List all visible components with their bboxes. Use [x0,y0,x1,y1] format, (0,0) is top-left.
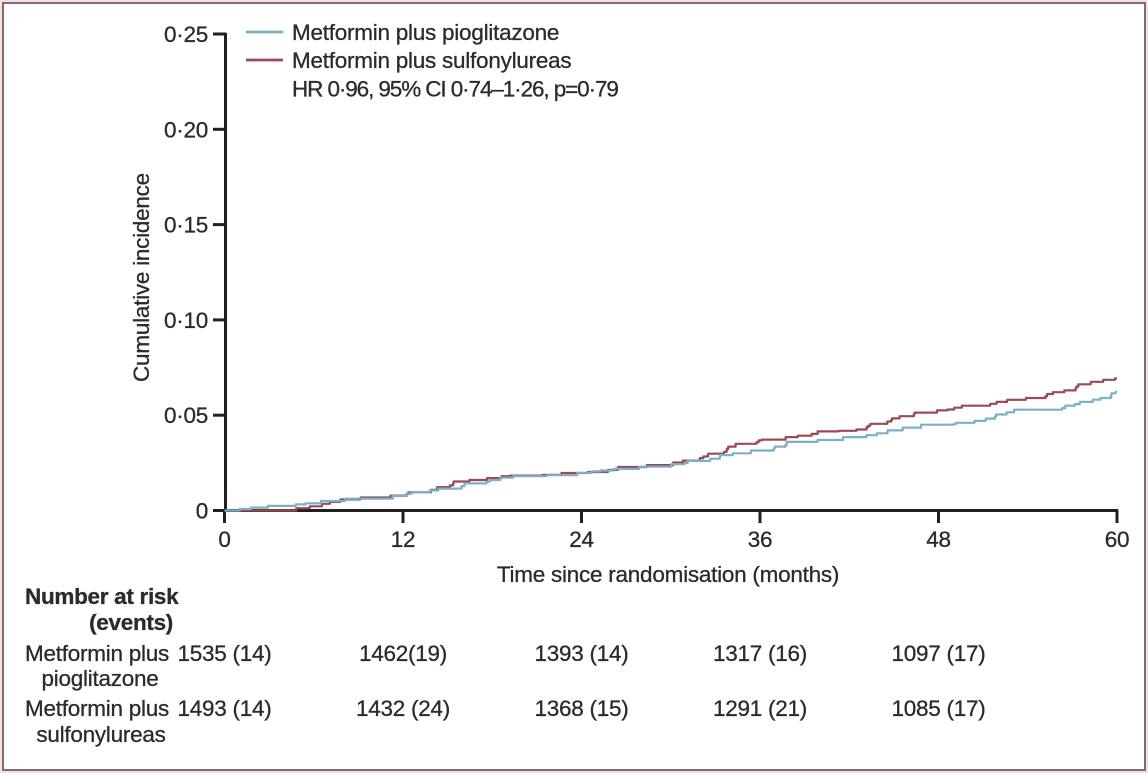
svg-text:sulfonylureas: sulfonylureas [36,722,165,747]
svg-text:Metformin plus: Metformin plus [25,696,169,721]
svg-text:Time since randomisation (mont: Time since randomisation (months) [497,562,839,587]
svg-text:60: 60 [1105,527,1130,552]
svg-text:HR 0·96, 95% CI 0·74–1·26, p=0: HR 0·96, 95% CI 0·74–1·26, p=0·79 [292,77,618,102]
svg-text:0·15: 0·15 [164,213,208,238]
svg-text:1432 (24): 1432 (24) [356,696,450,721]
svg-text:24: 24 [569,527,594,552]
svg-text:Metformin plus pioglitazone: Metformin plus pioglitazone [292,20,559,45]
svg-text:0: 0 [218,527,230,552]
svg-text:0·25: 0·25 [164,22,208,47]
svg-text:Metformin plus sulfonylureas: Metformin plus sulfonylureas [292,48,571,73]
svg-text:0: 0 [196,499,208,524]
svg-text:48: 48 [926,527,951,552]
svg-text:Number at risk: Number at risk [25,584,179,609]
svg-text:1291 (21): 1291 (21) [713,696,807,721]
svg-text:0·05: 0·05 [164,403,208,428]
svg-text:36: 36 [748,527,773,552]
svg-text:1535 (14): 1535 (14) [177,641,271,666]
svg-text:pioglitazone: pioglitazone [41,666,158,691]
svg-text:(events): (events) [89,610,173,635]
svg-text:1317 (16): 1317 (16) [713,641,807,666]
svg-text:0·20: 0·20 [164,117,208,142]
svg-text:Cumulative incidence: Cumulative incidence [129,173,154,382]
svg-text:Metformin plus: Metformin plus [25,641,169,666]
svg-text:1462(19): 1462(19) [359,641,447,666]
svg-text:0·10: 0·10 [164,308,208,333]
svg-text:12: 12 [391,527,416,552]
svg-text:1368 (15): 1368 (15) [534,696,628,721]
svg-text:1085 (17): 1085 (17) [891,696,985,721]
svg-text:1493 (14): 1493 (14) [177,696,271,721]
svg-text:1393 (14): 1393 (14) [534,641,628,666]
svg-text:1097 (17): 1097 (17) [891,641,985,666]
